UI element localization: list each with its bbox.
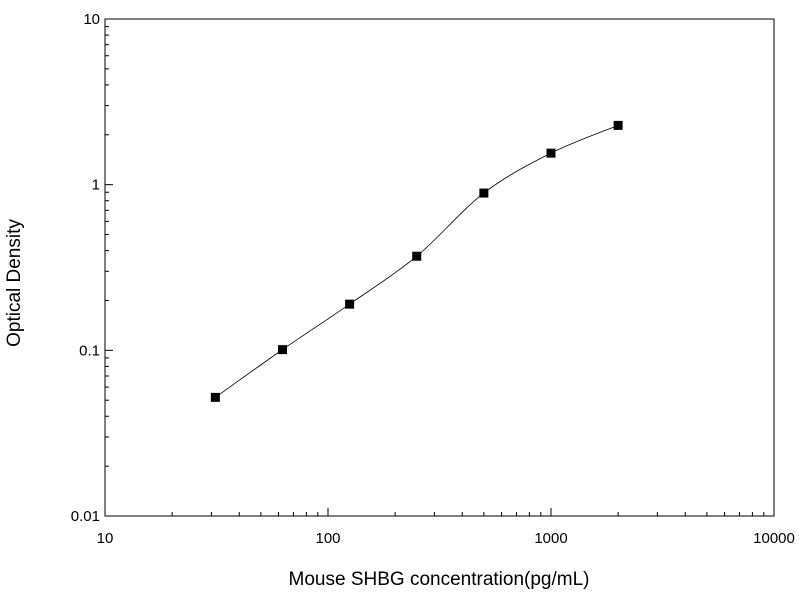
x-tick-label: 100 xyxy=(315,530,340,547)
data-point xyxy=(546,148,556,158)
data-point xyxy=(479,188,489,198)
y-tick-label: 10 xyxy=(83,11,100,28)
tick-labels: 10 100 1000 10000 0.01 0.1 1 10 xyxy=(71,11,795,547)
y-tick-label: 0.1 xyxy=(79,342,100,359)
x-tick-label: 10 xyxy=(97,530,114,547)
y-tick-label: 1 xyxy=(92,177,100,194)
data-point xyxy=(210,392,220,402)
data-point xyxy=(345,299,355,309)
x-tick-label: 1000 xyxy=(534,530,567,547)
y-axis-title: Optical Density xyxy=(4,219,25,347)
y-tick-label: 0.01 xyxy=(71,508,100,525)
fit-curve xyxy=(215,125,619,398)
data-point xyxy=(412,251,422,261)
ticks xyxy=(104,18,775,517)
plot-frame xyxy=(104,18,775,517)
data-point xyxy=(277,345,287,355)
data-point xyxy=(613,120,623,130)
x-axis-title: Mouse SHBG concentration(pg/mL) xyxy=(289,569,590,590)
x-tick-label: 10000 xyxy=(753,530,795,547)
data-points xyxy=(210,120,623,402)
